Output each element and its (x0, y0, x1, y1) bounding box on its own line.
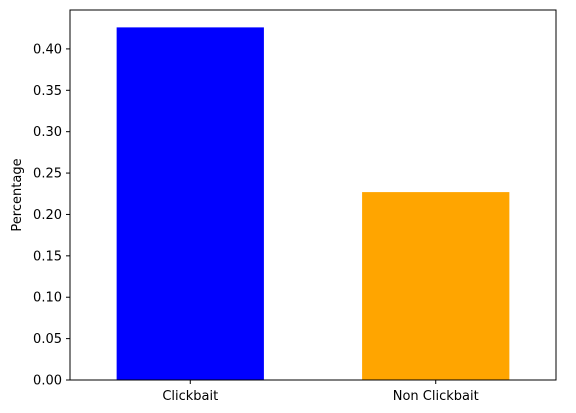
x-tick-label: Non Clickbait (393, 389, 479, 404)
y-tick-label: 0.35 (33, 84, 62, 99)
y-tick-label: 0.05 (33, 332, 62, 347)
y-axis-title: Percentage (10, 158, 25, 231)
y-tick-label: 0.25 (33, 167, 62, 182)
x-tick-label: Clickbait (162, 389, 218, 404)
y-tick-label: 0.10 (33, 291, 62, 306)
bars-layer (117, 27, 510, 380)
y-tick-label: 0.20 (33, 208, 62, 223)
bar-clickbait (117, 27, 264, 380)
y-tick-label: 0.15 (33, 249, 62, 264)
y-tick-label: 0.00 (33, 374, 62, 389)
y-axis: 0.00 0.05 0.10 0.15 0.20 0.25 0.30 0.35 0.40 (33, 42, 70, 388)
y-tick-label: 0.30 (33, 125, 62, 140)
y-tick-label: 0.40 (33, 42, 62, 57)
x-axis: Clickbait Non Clickbait (162, 380, 478, 404)
bar-non-clickbait (362, 192, 509, 380)
